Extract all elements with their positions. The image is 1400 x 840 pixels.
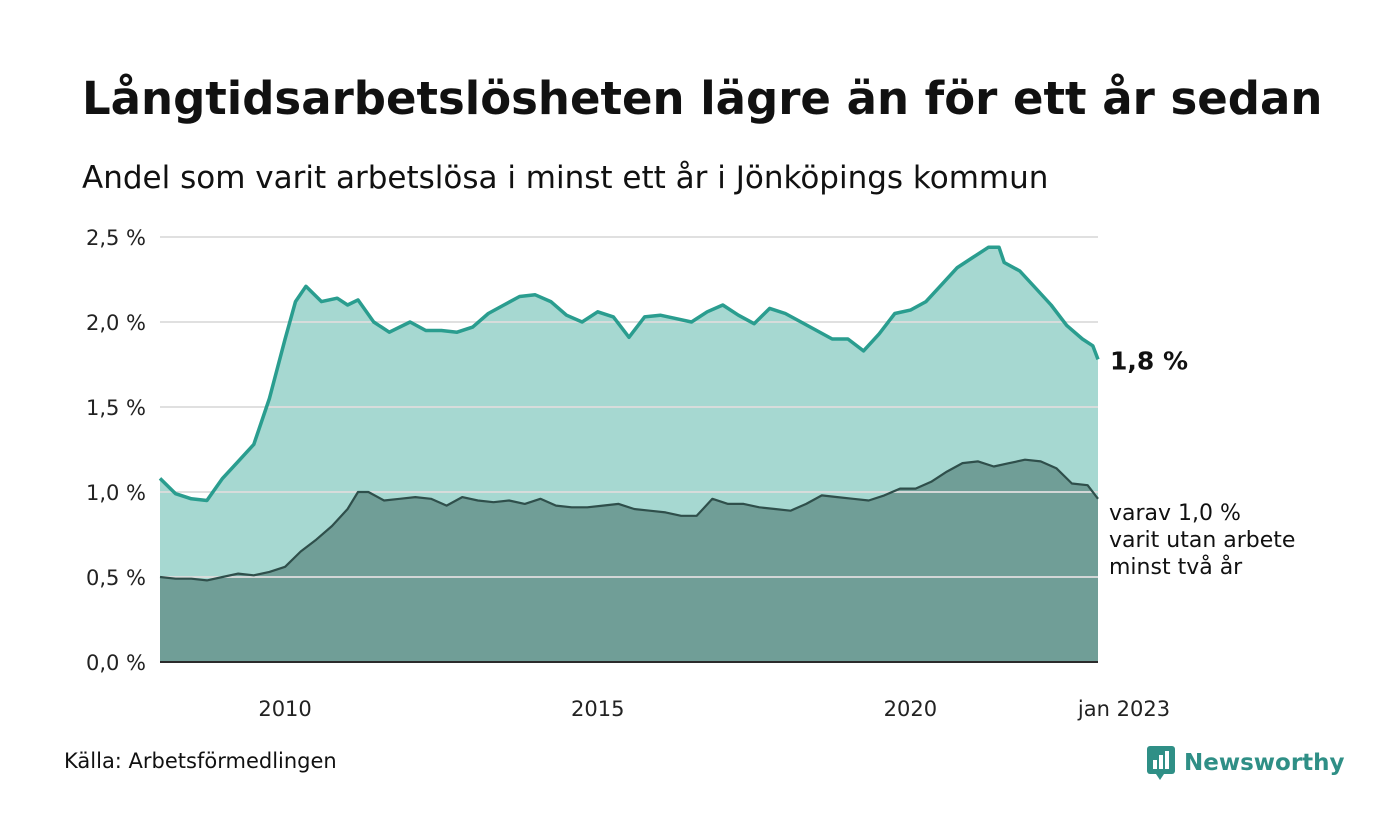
source-note: Källa: Arbetsförmedlingen [64,749,337,773]
y-tick-label: 0,5 % [86,566,146,590]
y-tick-label: 1,0 % [86,481,146,505]
x-tick-label: 2020 [884,697,937,721]
long-term-end-label: varit utan arbete [1109,528,1295,553]
x-tick-label: jan 2023 [1077,697,1170,721]
total-end-label: 1,8 % [1110,346,1188,375]
brand-name: Newsworthy [1184,750,1345,776]
newsworthy-logo: Newsworthy [1146,743,1345,783]
x-tick-label: 2015 [571,697,624,721]
long-term-area [160,459,1098,662]
y-tick-label: 0,0 % [86,651,146,675]
bar-chart-icon [1147,746,1175,780]
long-term-end-label: varav 1,0 % [1109,501,1241,526]
chart-subtitle: Andel som varit arbetslösa i minst ett å… [82,160,1049,196]
total-line [158,245,1100,503]
y-tick-label: 1,5 % [86,396,146,420]
y-tick-label: 2,5 % [86,226,146,250]
y-tick-label: 2,0 % [86,311,146,335]
x-tick-label: 2010 [258,697,311,721]
long-term-line [159,458,1099,582]
chart-title: Långtidsarbetslösheten lägre än för ett … [82,72,1323,125]
long-term-end-label: minst två år [1109,554,1243,580]
